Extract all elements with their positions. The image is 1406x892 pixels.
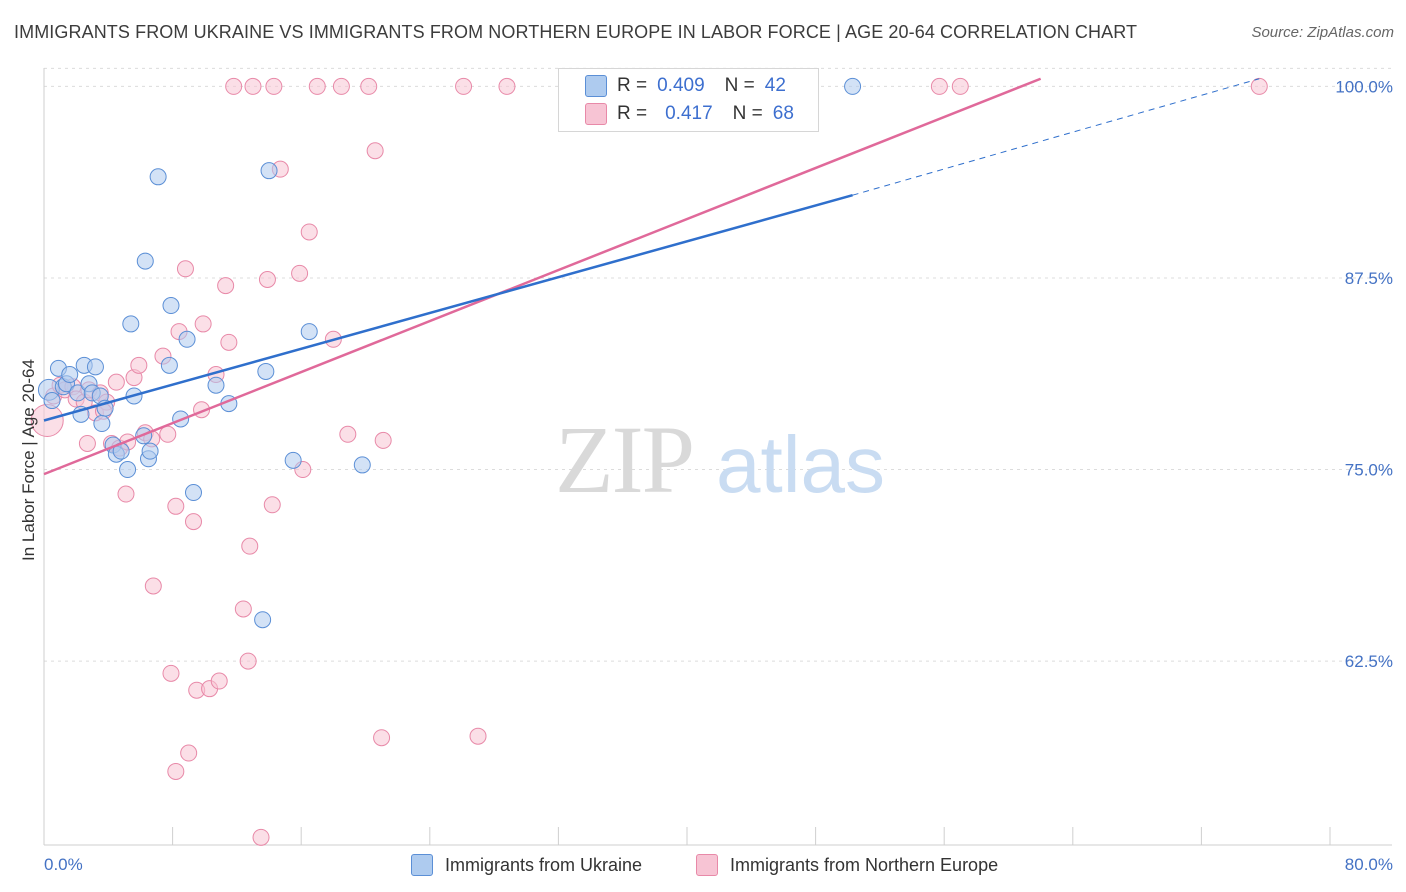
northern-europe-point [78, 434, 96, 452]
trend-lines [43, 77, 1260, 476]
axes-layer [43, 68, 1392, 846]
legend-r-value: 0.409 [657, 75, 705, 96]
northern-europe-point [241, 537, 259, 555]
northern-europe-trend-line [43, 77, 1042, 476]
ukraine-point [844, 77, 862, 95]
ukraine-point [284, 451, 302, 469]
northern-europe-point [374, 431, 392, 449]
northern-europe-point [130, 356, 148, 374]
watermark: ZIP atlas [555, 406, 885, 513]
ukraine-point [43, 392, 61, 410]
legend-n-value: 42 [764, 75, 786, 96]
tick-labels: 62.5% 75.0% 87.5% 100.0% 0.0% 80.0% [44, 77, 1393, 874]
northern-europe-point [498, 77, 516, 95]
bottom-legend-ukraine[interactable]: Immigrants from Ukraine [411, 852, 642, 878]
ukraine-trend-extension [852, 78, 1260, 196]
northern-europe-point [167, 762, 185, 780]
legend-r-label: R = [617, 103, 648, 124]
legend-row-ukraine: R = 0.409 N = 42 [585, 73, 786, 99]
legend-n-value: 68 [772, 103, 794, 124]
northern-europe-point [455, 77, 473, 95]
stats-legend: R = 0.409 N = 42 R = 0.417 N = 68 [558, 68, 819, 132]
ukraine-point [300, 323, 318, 341]
ukraine-point [257, 362, 275, 380]
legend-n-label: N = [724, 75, 755, 96]
x-tick-label: 80.0% [1345, 855, 1393, 874]
ukraine-point [160, 356, 178, 374]
northern-europe-point [360, 77, 378, 95]
northern-europe-point [373, 729, 391, 747]
northern-europe-point [167, 497, 185, 515]
northern-europe-point [300, 223, 318, 241]
northern-europe-point [366, 142, 384, 160]
northern-europe-point [162, 664, 180, 682]
ukraine-point [86, 358, 104, 376]
northern-europe-point [217, 277, 235, 295]
northern-europe-legend-label: Immigrants from Northern Europe [730, 854, 999, 875]
northern-europe-point [258, 270, 276, 288]
northern-europe-point [239, 652, 257, 670]
ukraine-trend-line [43, 193, 853, 422]
northern-europe-point [291, 264, 309, 282]
ukraine-point [119, 461, 137, 479]
legend-r-label: R = [617, 75, 648, 96]
y-tick-label: 62.5% [1345, 652, 1393, 671]
northern-europe-point [252, 828, 270, 846]
y-axis-label: In Labor Force | Age 20-64 [19, 359, 38, 561]
northern-europe-point [1250, 77, 1268, 95]
northern-europe-point [930, 77, 948, 95]
northern-europe-point [220, 333, 238, 351]
ukraine-point [122, 315, 140, 333]
northern-europe-swatch [585, 103, 607, 125]
y-tick-label: 87.5% [1345, 269, 1393, 288]
northern-europe-point [339, 425, 357, 443]
northern-europe-point [159, 425, 177, 443]
ukraine-point [61, 366, 79, 384]
watermark-atlas: atlas [716, 420, 885, 509]
ukraine-legend-swatch [411, 854, 433, 876]
northern-europe-point [107, 373, 125, 391]
ukraine-point [178, 330, 196, 348]
ukraine-point [136, 252, 154, 270]
ukraine-point [260, 162, 278, 180]
source-label[interactable]: Source: ZipAtlas.com [1251, 24, 1394, 41]
northern-europe-point [184, 513, 202, 531]
ukraine-swatch [585, 75, 607, 97]
northern-europe-point [332, 77, 350, 95]
ukraine-point [184, 484, 202, 502]
northern-europe-point [265, 77, 283, 95]
ukraine-point [149, 168, 167, 186]
northern-europe-point [144, 577, 162, 595]
northern-europe-point [176, 260, 194, 278]
x-tick-label: 0.0% [44, 855, 83, 874]
ukraine-point [353, 456, 371, 474]
ukraine-point [207, 376, 225, 394]
watermark-zip: ZIP [555, 406, 693, 513]
northern-europe-point [194, 315, 212, 333]
northern-europe-point [117, 485, 135, 503]
northern-europe-point [469, 727, 487, 745]
northern-europe-point [180, 744, 198, 762]
northern-europe-legend-swatch [696, 854, 718, 876]
northern-europe-point [234, 600, 252, 618]
northern-europe-point [210, 672, 228, 690]
y-tick-label: 75.0% [1345, 461, 1393, 480]
bottom-legend-northern-europe[interactable]: Immigrants from Northern Europe [696, 852, 998, 878]
ukraine-point [141, 442, 159, 460]
y-tick-label: 100.0% [1335, 77, 1393, 96]
ukraine-point [93, 415, 111, 433]
legend-n-label: N = [732, 103, 763, 124]
legend-row-northern-europe: R = 0.417 N = 68 [585, 101, 794, 127]
legend-r-value: 0.417 [665, 103, 713, 124]
ukraine-point [162, 297, 180, 315]
ukraine-point [254, 611, 272, 629]
northern-europe-point [244, 77, 262, 95]
northern-europe-point [308, 77, 326, 95]
northern-europe-point [225, 77, 243, 95]
chart-title: IMMIGRANTS FROM UKRAINE VS IMMIGRANTS FR… [14, 22, 1138, 42]
northern-europe-point [951, 77, 969, 95]
northern-europe-point [263, 496, 281, 514]
ukraine-legend-label: Immigrants from Ukraine [445, 854, 643, 875]
